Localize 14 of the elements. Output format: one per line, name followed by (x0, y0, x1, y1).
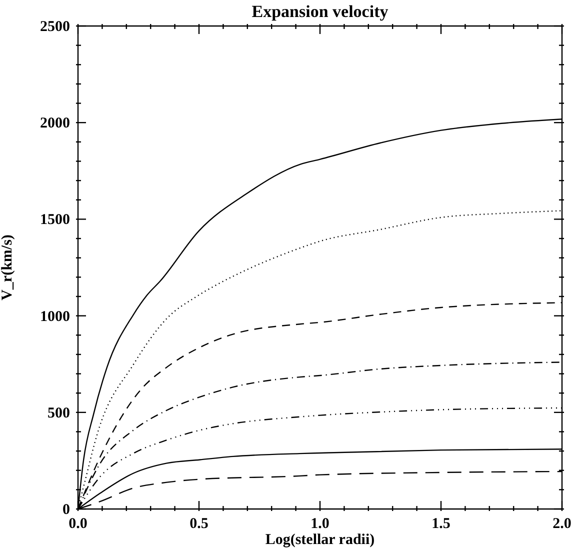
x-tick-label: 2.0 (552, 516, 572, 532)
y-tick-label: 2500 (40, 19, 70, 35)
x-tick-label: 0.5 (190, 516, 208, 532)
y-tick-label: 500 (48, 405, 70, 422)
y-tick-label: 1000 (40, 308, 70, 325)
y-tick-label: 1500 (40, 212, 70, 228)
x-tick-label: 1.5 (432, 516, 450, 532)
x-tick-label: 0.0 (68, 516, 88, 532)
chart-title: Expansion velocity (250, 2, 390, 22)
x-axis-title: Log(stellar radii) (265, 532, 375, 548)
y-tick-label: 2000 (40, 116, 70, 132)
y-axis-title: V_r(km/s) (0, 234, 16, 300)
y-tick-label: 0 (62, 502, 70, 518)
x-tick-label: 1.0 (310, 516, 330, 532)
